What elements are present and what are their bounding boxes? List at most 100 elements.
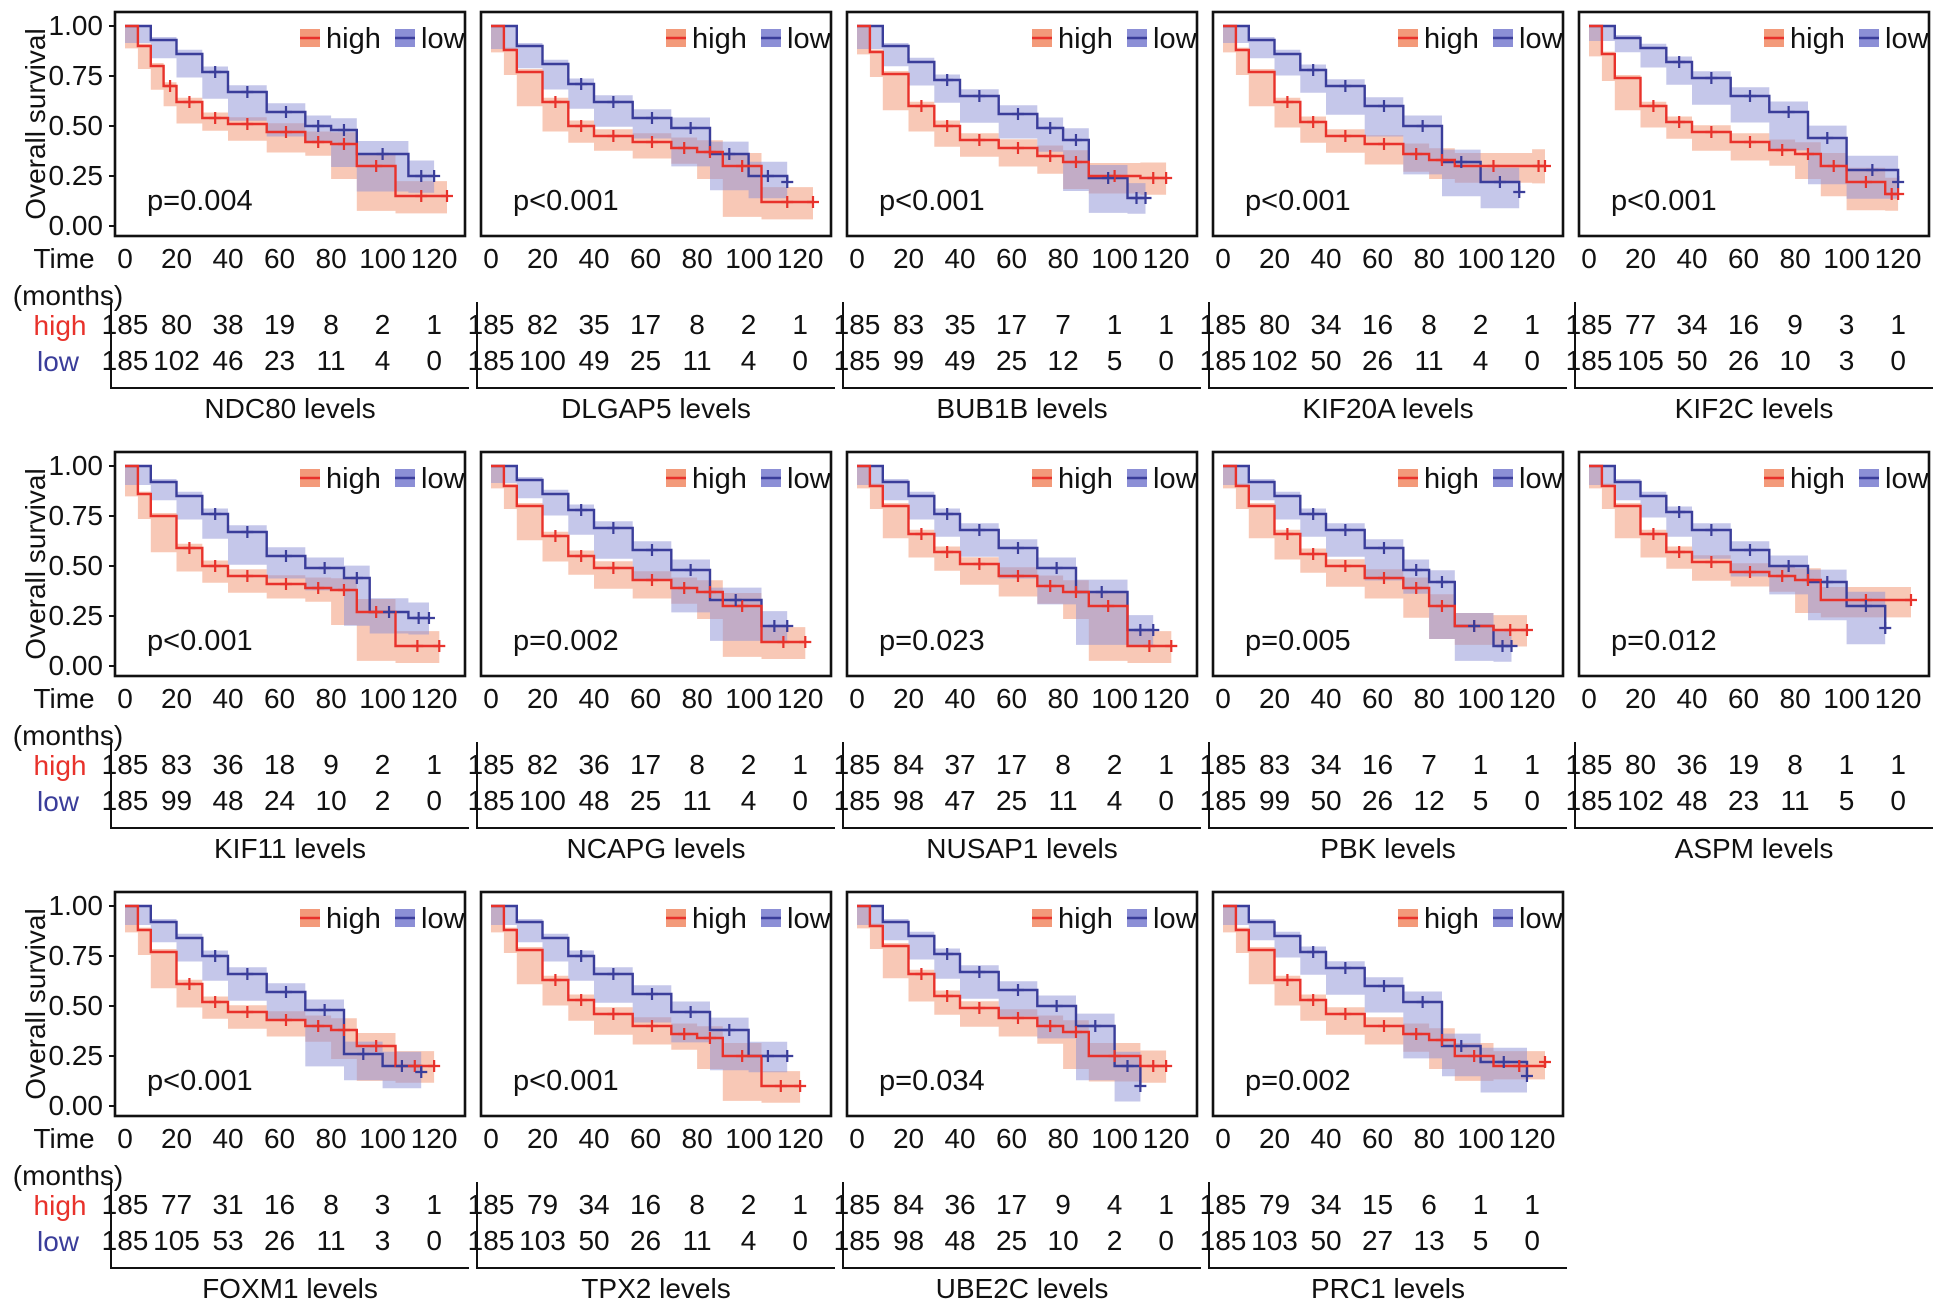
censor-mark-low xyxy=(684,1006,697,1018)
risk-count-low: 185 xyxy=(468,1225,515,1256)
risk-count-low: 100 xyxy=(519,345,566,376)
ci-band-low xyxy=(125,26,435,193)
censor-mark-low xyxy=(1339,962,1352,974)
censor-mark-high xyxy=(1281,528,1294,540)
censor-mark-low xyxy=(1455,1040,1468,1052)
risk-count-high: 2 xyxy=(1473,309,1489,340)
risk-label-low: low xyxy=(37,786,80,817)
risk-count-high: 2 xyxy=(741,1189,757,1220)
y-tick-label: 0.50 xyxy=(49,550,104,581)
censor-mark-high xyxy=(1410,148,1423,160)
risk-count-low: 102 xyxy=(153,345,200,376)
censor-mark-high xyxy=(183,978,196,990)
risk-count-low: 10 xyxy=(1780,345,1811,376)
x-tick-label: 100 xyxy=(1091,683,1138,714)
x-tick-label: 40 xyxy=(944,683,975,714)
censor-mark-low xyxy=(318,1004,331,1016)
censor-mark-high xyxy=(646,574,658,586)
censor-mark-low xyxy=(1673,506,1686,518)
censor-mark-high xyxy=(678,582,691,594)
x-tick-label: 120 xyxy=(1509,1123,1556,1154)
y-tick-label: 0.25 xyxy=(49,600,104,631)
censor-mark-high xyxy=(549,530,562,542)
x-tick-label: 0 xyxy=(849,1123,865,1154)
risk-count-low: 25 xyxy=(996,1225,1027,1256)
censor-mark-high xyxy=(1044,150,1057,162)
x-tick-label: 20 xyxy=(1625,683,1656,714)
censor-mark-high xyxy=(280,126,292,138)
x-tick-label: 100 xyxy=(725,1123,772,1154)
risk-count-high: 80 xyxy=(1625,749,1656,780)
censor-mark-high xyxy=(777,636,790,648)
censor-mark-high xyxy=(1487,160,1500,172)
p-value: p<0.001 xyxy=(147,1065,253,1097)
censor-mark-high xyxy=(678,142,691,154)
censor-mark-low xyxy=(1089,1020,1102,1032)
risk-count-low: 3 xyxy=(1839,345,1855,376)
censor-mark-low xyxy=(761,1050,774,1062)
censor-mark-low xyxy=(383,606,396,618)
risk-count-high: 1 xyxy=(1524,1189,1540,1220)
plot-frame xyxy=(113,890,467,1118)
censor-mark-low xyxy=(376,148,389,160)
x-tick-label: 0 xyxy=(483,243,499,274)
risk-count-low: 5 xyxy=(1473,785,1489,816)
risk-count-high: 84 xyxy=(893,749,924,780)
legend-label-high: high xyxy=(692,23,747,55)
risk-count-low: 4 xyxy=(1473,345,1489,376)
y-tick-label: 0.75 xyxy=(49,940,104,971)
risk-count-high: 35 xyxy=(944,309,975,340)
censor-mark-low xyxy=(312,120,325,132)
legend-label-low: low xyxy=(787,463,832,495)
censor-mark-low xyxy=(1121,1060,1134,1072)
risk-count-high: 36 xyxy=(944,1189,975,1220)
risk-count-low: 11 xyxy=(1781,785,1810,816)
risk-count-high: 35 xyxy=(578,309,609,340)
legend-label-high: high xyxy=(1058,23,1113,55)
x-tick-label: 40 xyxy=(944,243,975,274)
censor-mark-high xyxy=(370,1040,383,1052)
x-tick-label: 80 xyxy=(682,683,713,714)
x-tick-label: 80 xyxy=(1780,243,1811,274)
censor-mark-high xyxy=(1673,116,1686,128)
risk-count-low: 2 xyxy=(1107,1225,1123,1256)
censor-mark-low xyxy=(973,966,986,978)
risk-count-low: 185 xyxy=(1200,785,1247,816)
censor-mark-high xyxy=(1281,974,1294,986)
censor-mark-high xyxy=(973,134,986,146)
legend-label-high: high xyxy=(692,463,747,495)
legend-label-high: high xyxy=(326,463,381,495)
plot-frame xyxy=(479,450,833,678)
censor-mark-high xyxy=(549,974,562,986)
risk-table-frame xyxy=(842,742,1201,829)
survival-curve-high xyxy=(1223,904,1547,1068)
legend-label-low: low xyxy=(421,903,466,935)
risk-count-high: 185 xyxy=(1200,309,1247,340)
x-tick-label: 100 xyxy=(359,243,406,274)
risk-count-high: 185 xyxy=(1200,1189,1247,1220)
gene-title: KIF2C levels xyxy=(1675,393,1834,424)
censor-mark-high xyxy=(1143,640,1156,652)
p-value: p<0.001 xyxy=(1245,185,1351,217)
gene-title: NUSAP1 levels xyxy=(926,833,1117,864)
risk-count-low: 50 xyxy=(1310,345,1341,376)
risk-count-high: 185 xyxy=(834,309,881,340)
risk-count-low: 100 xyxy=(519,785,566,816)
censor-mark-high xyxy=(1801,574,1814,586)
legend-label-high: high xyxy=(1424,463,1479,495)
censor-mark-high xyxy=(1647,528,1660,540)
censor-mark-low xyxy=(607,968,620,980)
censor-mark-low xyxy=(1673,56,1686,68)
censor-mark-high xyxy=(941,120,954,132)
x-tick-label: 80 xyxy=(1780,683,1811,714)
risk-count-low: 12 xyxy=(1414,785,1445,816)
x-tick-label: 120 xyxy=(777,683,824,714)
risk-count-low: 0 xyxy=(1524,345,1540,376)
censor-mark-low xyxy=(280,986,292,998)
censor-mark-low xyxy=(1069,134,1082,146)
censor-mark-low xyxy=(781,620,794,632)
censor-mark-high xyxy=(1801,148,1814,160)
x-tick-label: 100 xyxy=(1091,243,1138,274)
censor-mark-low xyxy=(607,96,620,108)
